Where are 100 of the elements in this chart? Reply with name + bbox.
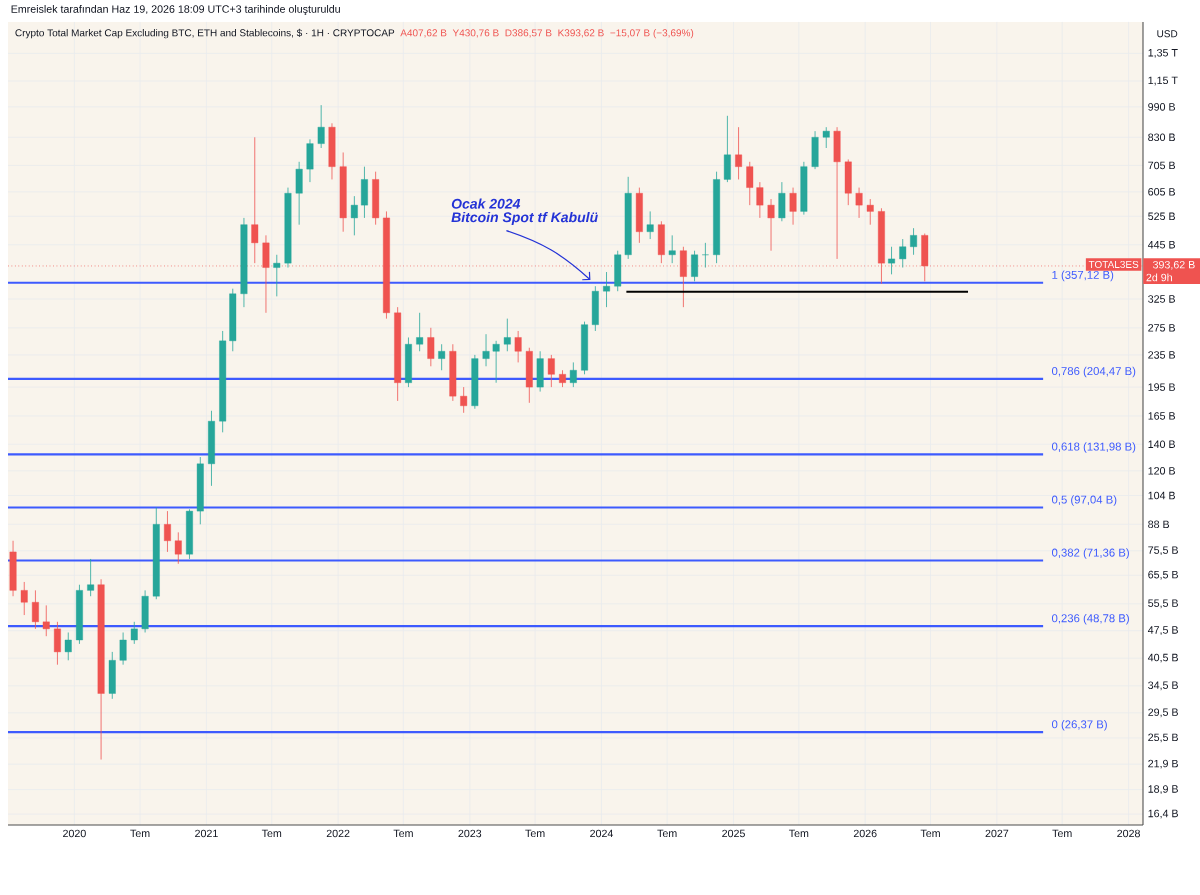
candlestick [251,136,259,264]
x-tick-label: Tem [788,829,809,838]
annotation: K393,62 B [558,29,604,38]
y-tick-label: 34,5 B [1148,681,1178,691]
x-tick-label: 2023 [458,829,482,838]
text: 2d 9h [1146,273,1172,282]
y-tick-label: 195 B [1148,383,1175,391]
y-tick-label: 705 B [1148,161,1175,170]
x-tick-label: 2024 [590,829,614,838]
x-tick-label: Tem [525,829,545,838]
ref-line-label: 0,236 (48,78 B) [1051,613,1129,625]
annotation: A407,62 B [400,29,447,38]
chart-subtitle: Emreislek tarafından Haz 19, 2026 18:09 UTC+3 tarihinde oluşturuldu [11,4,340,15]
candlestick [427,327,435,367]
x-tick-label: Tem [130,829,150,838]
candlestick [53,621,61,666]
candlestick [350,195,358,236]
candlestick [317,104,325,149]
y-tick-label: 88 B [1148,520,1170,529]
ref-line-label: 0,786 (204,47 B) [1051,366,1136,378]
candlestick [273,254,281,297]
y-tick-label: 605 B [1148,188,1175,196]
y-tick-label: 55,5 B [1148,599,1178,609]
y-tick-label: 120 B [1148,467,1175,475]
candlestick [31,589,39,630]
x-tick-label: 2027 [985,829,1009,838]
ref-line-label: 0,382 (71,36 B) [1051,548,1129,559]
annotation: Ocak 2024 [451,198,521,209]
candlestick [482,333,490,367]
y-tick-label: 990 B [1148,103,1175,111]
x-tick-label: Tem [1052,829,1072,838]
x-tick-label: 2022 [326,829,350,838]
x-tick-label: Tem [261,829,282,838]
candlestick [899,238,907,268]
annotation: −15,07 B (−3,69%) [610,29,694,39]
y-tick-label: 165 B [1148,412,1175,420]
y-tick-label: 65,5 B [1148,570,1178,580]
candlestick [756,181,764,219]
candlestick [460,386,468,414]
candlestick [569,362,577,388]
y-tick-label: 445 B [1147,241,1175,249]
candlestick [822,126,830,149]
y-tick-label: 830 B [1148,133,1175,142]
x-tick-label: 2021 [195,829,218,838]
y-tick-label: 29,5 B [1148,708,1178,718]
candlestick [130,621,138,645]
candlestick [767,198,775,252]
x-tick-label: Tem [657,829,677,838]
candlestick [174,531,182,565]
candlestick [855,187,863,219]
x-tick-label: Tem [920,829,940,838]
y-tick-label: 140 B [1148,440,1175,449]
y-tick-label: 235 B [1148,351,1175,359]
annotation: Y430,76 B [452,29,499,38]
candlestick [20,581,28,616]
x-tick-label: 2020 [63,829,86,838]
candlestick [547,354,555,388]
y-tick-label: 75,5 B [1148,546,1178,556]
y-tick-label: 18,9 B [1148,785,1178,795]
y-tick-label: 275 B [1148,324,1175,332]
candlestick [668,234,676,264]
text: Crypto Total Market Cap Excluding BTC, ETH and Stablecoins, $ · 1H · CRYPTOCAP [15,28,395,39]
candlestick [42,604,50,637]
y-axis-title: USD [1157,30,1178,38]
candlestick [164,510,171,553]
candlestick [87,558,95,597]
y-tick-label: 104 B [1148,491,1175,500]
candlestick [492,340,500,384]
candlestick [691,250,699,282]
candlestick [119,632,127,666]
ref-line-label: 0,5 (97,04 B) [1051,495,1117,506]
annotation: Bitcoin Spot tf Kabulü [451,211,598,225]
y-tick-label: 16,4 B [1148,809,1178,819]
annotation: D386,57 B [505,29,552,38]
candlestick [735,126,743,180]
candlestick [910,227,917,256]
y-tick-label: 325 B [1148,295,1175,303]
x-tick-label: 2025 [722,829,745,838]
candlestick [64,632,72,661]
x-tick-label: Tem [393,829,413,838]
ref-line-label: 393,62 B [1152,260,1195,270]
ref-line-label: 0 (26,37 B) [1051,720,1107,731]
candlestick [503,318,511,352]
annotation: TOTAL3ES [1088,260,1139,268]
y-tick-label: 1,35 T [1148,48,1178,58]
candlestick [888,246,895,275]
y-tick-label: 47,5 B [1147,626,1178,636]
candlestick [646,211,654,240]
y-tick-label: 40,5 B [1147,653,1178,663]
x-tick-label: 2026 [853,829,877,838]
y-tick-label: 21,9 B [1148,759,1178,769]
candlestick [866,198,874,226]
candlestick [438,343,446,371]
ref-line-label: 1 (357,12 B) [1052,270,1114,282]
x-tick-label: 2028 [1117,829,1140,838]
candlestick [603,271,610,308]
candlestick [789,187,797,226]
y-tick-label: 525 B [1148,212,1175,221]
ref-line-label: 0,618 (131,98 B) [1051,442,1136,453]
candlestick [514,330,522,363]
